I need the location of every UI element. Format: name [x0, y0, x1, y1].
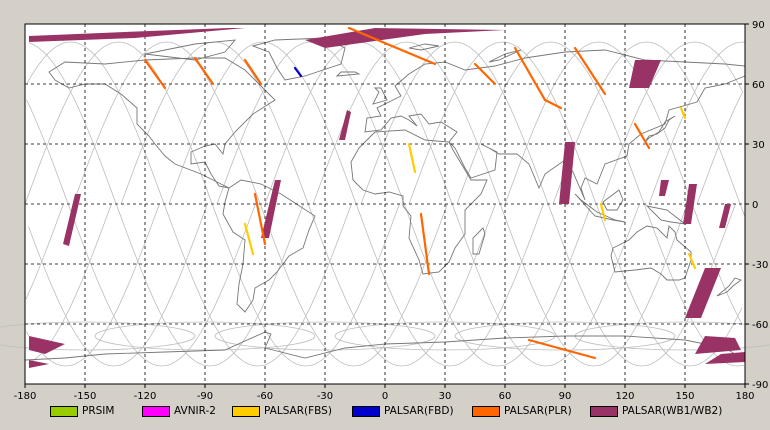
north-america-coast	[48, 57, 276, 189]
indonesia-coast	[574, 193, 626, 223]
svalbard-coast	[408, 43, 440, 51]
swath-palsar-wb1-wb2	[629, 60, 661, 88]
legend-swatch-palsar-plr	[472, 405, 500, 417]
swath-palsar-wb1-wb2	[705, 352, 745, 364]
track-palsar-fbs	[243, 222, 255, 256]
x-tick-label: -120	[134, 391, 157, 402]
legend-label-palsar-fbs: PALSAR(FBS)	[264, 405, 332, 417]
arctic-islands-coast	[144, 39, 237, 61]
madagascar-coast	[472, 227, 486, 255]
legend-swatch-avnir2	[142, 405, 170, 417]
track-palsar-plr	[573, 46, 607, 96]
track-palsar-plr	[253, 192, 267, 246]
borneo-coast	[602, 189, 624, 211]
orbit-track	[26, 41, 744, 367]
japan-coast	[644, 115, 676, 143]
track-palsar-fbs	[679, 106, 687, 120]
legend-label-avnir2: AVNIR-2	[174, 405, 216, 417]
x-tick-label: -180	[14, 391, 37, 402]
swath-palsar-wb1-wb2	[29, 360, 49, 368]
legend-swatch-palsar-fbd	[352, 405, 380, 417]
track-palsar-fbs	[407, 142, 417, 174]
swath-palsar-wb1-wb2	[63, 194, 81, 246]
y-tick-label: -30	[752, 260, 768, 271]
iceland-coast	[335, 71, 361, 77]
track-palsar-plr	[193, 56, 215, 86]
x-tick-label: 60	[499, 391, 512, 402]
x-tick-label: 30	[439, 391, 452, 402]
swath-palsar-wb1-wb2	[339, 110, 351, 140]
y-tick-label: 60	[752, 80, 765, 91]
legend-item-palsar-plr: PALSAR(PLR)	[472, 403, 572, 419]
swath-palsar-wb1-wb2	[29, 336, 65, 354]
y-tick-label: -90	[752, 380, 768, 391]
legend: PRSIM AVNIR-2 PALSAR(FBS) PALSAR(FBD) PA…	[0, 400, 770, 422]
legend-item-prsim: PRSIM	[50, 403, 114, 419]
x-tick-label: -150	[74, 391, 97, 402]
swath-palsar-wb1-wb2	[29, 28, 245, 42]
track-palsar-plr	[243, 58, 263, 86]
track-palsar-plr	[419, 212, 431, 276]
track-palsar-fbd	[293, 66, 303, 78]
y-tick-label: 30	[752, 140, 765, 151]
legend-item-palsar-wb: PALSAR(WB1/WB2)	[590, 403, 722, 419]
swath-palsar-wb1-wb2	[261, 180, 281, 238]
legend-label-prsim: PRSIM	[82, 405, 115, 417]
legend-item-palsar-fbd: PALSAR(FBD)	[352, 403, 454, 419]
swath-palsar-wb1-wb2	[719, 204, 731, 228]
x-tick-label: 0	[382, 391, 388, 402]
track-palsar-plr	[527, 338, 597, 360]
south-america-coast	[222, 179, 316, 313]
track-palsar-plr	[143, 58, 167, 90]
legend-item-avnir2: AVNIR-2	[142, 403, 216, 419]
swath-palsar-wb1-wb2	[695, 336, 741, 354]
y-tick-label: -60	[752, 320, 768, 331]
novaya-zemlya-coast	[488, 49, 522, 63]
track-palsar-fbs	[599, 202, 607, 222]
x-tick-label: 150	[675, 391, 694, 402]
track-palsar-plr	[473, 62, 497, 86]
legend-swatch-palsar-fbs	[232, 405, 260, 417]
legend-label-palsar-plr: PALSAR(PLR)	[504, 405, 572, 417]
y-tick-label: 90	[752, 20, 765, 31]
europe-asia-coast	[364, 49, 746, 201]
y-tick-label: 0	[752, 200, 758, 211]
legend-swatch-palsar-wb	[590, 405, 618, 417]
track-palsar-plr	[347, 26, 437, 66]
x-tick-label: -90	[197, 391, 213, 402]
x-tick-label: 180	[735, 391, 754, 402]
swath-palsar-wb1-wb2	[305, 28, 505, 48]
antarctica-coast	[24, 331, 746, 361]
new-zealand-coast	[716, 277, 742, 297]
x-tick-label: -30	[317, 391, 333, 402]
legend-swatch-prsim	[50, 405, 78, 417]
swath-palsar-wb1-wb2	[685, 268, 721, 318]
british-isles-coast	[372, 87, 388, 105]
new-guinea-coast	[645, 205, 687, 225]
legend-label-palsar-wb: PALSAR(WB1/WB2)	[622, 405, 723, 417]
legend-item-palsar-fbs: PALSAR(FBS)	[232, 403, 332, 419]
x-tick-label: -60	[257, 391, 273, 402]
swath-palsar-wb1-wb2	[659, 180, 669, 196]
track-palsar-plr	[513, 46, 563, 110]
orbit-track	[28, 41, 745, 367]
swath-palsar-wb1-wb2	[683, 184, 697, 224]
legend-label-palsar-fbd: PALSAR(FBD)	[384, 405, 454, 417]
track-palsar-fbs	[687, 252, 697, 270]
track-palsar-plr	[633, 122, 651, 150]
orbit-track	[25, 41, 743, 367]
orbit-track	[28, 41, 745, 367]
swath-palsar-wb1-wb2	[559, 142, 575, 204]
x-tick-label: 120	[615, 391, 634, 402]
africa-coast	[350, 129, 488, 275]
x-tick-label: 90	[559, 391, 572, 402]
